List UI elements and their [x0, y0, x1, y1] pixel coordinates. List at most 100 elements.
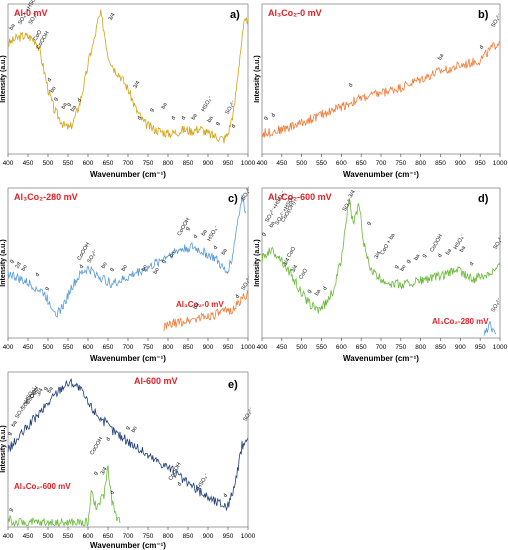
peak-label: g — [8, 507, 15, 513]
peak-label: ba — [437, 52, 446, 61]
x-tick-label: 850 — [183, 160, 194, 167]
inset-label: Al₃Co₂-0 mV — [176, 300, 224, 309]
peak-label: g — [9, 259, 16, 265]
peak-label: 3/4 — [348, 189, 357, 199]
peak-label: ba — [169, 250, 178, 259]
peak-label: g — [149, 107, 156, 113]
peak-label: d — [231, 124, 238, 130]
peak-label: CoO — [298, 267, 309, 280]
x-tick-label: 550 — [63, 160, 74, 167]
peak-label: ba — [193, 301, 202, 310]
peak-label: HSO₄⁻ — [201, 95, 215, 113]
x-tick-label: 700 — [123, 160, 134, 167]
peak-label: ba — [61, 101, 70, 110]
x-tick-label: 700 — [376, 344, 387, 351]
peak-label: 3/4 — [36, 387, 45, 397]
peak-label: g — [44, 286, 51, 292]
x-tick-label: 400 — [257, 344, 268, 351]
panel-b: b) Al₃Co₂-0 mV Wavenumber (cm⁻¹) Intensi… — [254, 3, 508, 179]
inset-label: Al₃Co₂-600 mV — [14, 482, 71, 491]
series-line — [7, 9, 249, 144]
peak-label: ba — [201, 228, 210, 237]
peak-label: g — [53, 96, 60, 102]
peak-label: ba — [314, 288, 323, 297]
peak-label: g — [66, 102, 73, 108]
peak-label: ba — [445, 247, 454, 256]
sample-label: Al-600 mV — [134, 376, 178, 386]
peak-label: CoOOH — [89, 436, 104, 456]
x-tick-label: 750 — [143, 344, 154, 351]
peak-label: d — [235, 294, 242, 300]
x-tick-label: 750 — [395, 160, 406, 167]
peak-label: d — [479, 45, 486, 51]
series-line — [483, 321, 497, 336]
x-tick-label: 1000 — [493, 160, 508, 167]
peak-label: CoO + ba — [380, 232, 398, 256]
x-tick-label: 900 — [455, 344, 466, 351]
x-tick-label: 900 — [203, 344, 214, 351]
peak-label: bo — [21, 264, 29, 272]
peak-label: 3/4 — [133, 80, 142, 90]
panel-d: d) Al₃Co₂-600 mV Al₃Co₂-280 mV Wavenumbe… — [254, 187, 508, 363]
peak-label: 3/4 — [108, 12, 117, 22]
x-tick-label: 850 — [183, 533, 194, 540]
x-tick-label: 800 — [415, 344, 426, 351]
series-line — [7, 194, 247, 318]
panel-letter: a) — [230, 9, 240, 21]
x-tick-label: 1000 — [241, 533, 256, 540]
peak-label: g — [125, 425, 132, 431]
peak-label: g — [366, 221, 373, 227]
x-tick-label: 450 — [23, 160, 34, 167]
peak-label: CoOOH — [177, 217, 192, 237]
peak-label: g — [215, 121, 222, 127]
x-tick-label: 800 — [415, 160, 426, 167]
x-tick-label: 850 — [183, 344, 194, 351]
peak-label: d — [223, 493, 230, 499]
peak-label: HSO₄⁻ — [197, 472, 211, 490]
peak-label: SO₄²⁻ — [493, 235, 506, 251]
peak-label: ba — [161, 101, 170, 110]
peak-label: HSO₄⁻ — [207, 225, 221, 243]
peak-label: g — [7, 431, 14, 437]
x-tick-label: 800 — [163, 344, 174, 351]
x-tick-label: 500 — [43, 160, 54, 167]
peak-label: d — [270, 113, 277, 119]
x-tick-label: 550 — [63, 533, 74, 540]
x-tick-label: 500 — [43, 344, 54, 351]
peak-label: SO₄²⁻ — [243, 406, 256, 422]
inset-label: Al₃Co₂-280 mV — [432, 317, 489, 326]
x-tick-label: 1000 — [493, 344, 508, 351]
x-tick-label: 750 — [395, 344, 406, 351]
x-tick-label: 1000 — [241, 160, 256, 167]
peak-label: d — [322, 286, 329, 292]
x-axis-label: Wavenumber (cm⁻¹) — [90, 170, 166, 179]
panel-e: e) Al-600 mV Al₃Co₂-600 mV Wavenumber (c… — [0, 371, 256, 550]
x-tick-label: 700 — [376, 160, 387, 167]
x-tick-label: 650 — [103, 344, 114, 351]
peak-label: d — [105, 437, 112, 443]
x-tick-label: 400 — [3, 344, 14, 351]
x-tick-label: 800 — [163, 160, 174, 167]
x-tick-label: 450 — [23, 344, 34, 351]
series-line — [163, 289, 249, 332]
x-tick-label: 550 — [316, 344, 327, 351]
plot-frame — [7, 371, 249, 528]
peak-label: g — [261, 231, 268, 237]
panel-a: a) Al-0 mV Wavenumber (cm⁻¹) Intensity (… — [0, 0, 256, 179]
y-axis-label: Intensity (a.u.) — [0, 55, 7, 102]
peak-label: g — [43, 386, 50, 392]
panel-letter: c) — [228, 193, 238, 205]
peak-label: d — [171, 115, 178, 121]
peak-label: ba — [9, 22, 18, 31]
peak-label: 2d — [15, 261, 23, 269]
peak-label: d — [47, 77, 54, 83]
x-axis-label: Wavenumber (cm⁻¹) — [90, 541, 166, 550]
peak-label: d — [177, 482, 184, 488]
peak-label: ba — [11, 419, 20, 428]
x-tick-label: 900 — [203, 533, 214, 540]
series-line — [261, 40, 501, 138]
peak-label: ba — [413, 252, 422, 261]
peak-label: g — [405, 259, 412, 265]
peak-label: 3/4 — [282, 257, 291, 267]
